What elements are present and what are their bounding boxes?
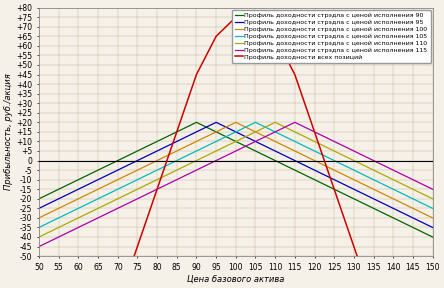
- Профиль доходности стрэдла с ценой исполнения 115: [36, 245, 42, 248]
- Line: Профиль доходности стрэдла с ценой исполнения 95: Профиль доходности стрэдла с ценой испол…: [39, 122, 432, 228]
- Line: Профиль доходности стрэдла с ценой исполнения 105: Профиль доходности стрэдла с ценой испол…: [39, 122, 432, 228]
- Профиль доходности стрэдла с ценой исполнения 115: [292, 121, 297, 124]
- Профиль доходности всех позиций: [251, 16, 256, 19]
- Профиль доходности всех позиций: [233, 16, 238, 19]
- Профиль доходности стрэдла с ценой исполнения 115: [180, 175, 185, 179]
- Профиль доходности стрэдла с ценой исполнения 100: [180, 146, 185, 150]
- Профиль доходности стрэдла с ценой исполнения 100: [251, 129, 256, 133]
- Профиль доходности стрэдла с ценой исполнения 90: [398, 220, 404, 223]
- Профиль доходности стрэдла с ценой исполнения 115: [398, 172, 404, 176]
- Профиль доходности стрэдла с ценой исполнения 115: [72, 228, 77, 231]
- Профиль доходности стрэдла с ценой исполнения 115: [249, 142, 254, 145]
- Профиль доходности стрэдла с ценой исполнения 95: [72, 190, 77, 193]
- Профиль доходности стрэдла с ценой исполнения 110: [38, 234, 44, 238]
- Профиль доходности стрэдла с ценой исполнения 100: [36, 216, 42, 220]
- Профиль доходности стрэдла с ценой исполнения 95: [202, 126, 207, 130]
- Профиль доходности стрэдла с ценой исполнения 100: [72, 199, 77, 202]
- Профиль доходности стрэдла с ценой исполнения 95: [214, 121, 219, 124]
- X-axis label: Цена базового актива: Цена базового актива: [187, 275, 285, 284]
- Профиль доходности стрэдла с ценой исполнения 95: [38, 206, 44, 209]
- Профиль доходности стрэдла с ценой исполнения 105: [249, 122, 254, 126]
- Профиль доходности стрэдла с ценой исполнения 110: [273, 121, 278, 124]
- Line: Профиль доходности стрэдла с ценой исполнения 110: Профиль доходности стрэдла с ценой испол…: [39, 122, 432, 237]
- Line: Профиль доходности стрэдла с ценой исполнения 115: Профиль доходности стрэдла с ценой испол…: [39, 122, 432, 247]
- Профиль доходности стрэдла с ценой исполнения 110: [180, 166, 185, 169]
- Профиль доходности стрэдла с ценой исполнения 90: [36, 197, 42, 200]
- Профиль доходности стрэдла с ценой исполнения 110: [249, 132, 254, 136]
- Профиль доходности стрэдла с ценой исполнения 110: [202, 155, 207, 158]
- Профиль доходности всех позиций: [202, 58, 207, 61]
- Профиль доходности стрэдла с ценой исполнения 95: [180, 137, 185, 140]
- Профиль доходности стрэдла с ценой исполнения 105: [202, 145, 207, 149]
- Line: Профиль доходности стрэдла с ценой исполнения 100: Профиль доходности стрэдла с ценой испол…: [39, 122, 432, 218]
- Профиль доходности стрэдла с ценой исполнения 95: [36, 206, 42, 210]
- Профиль доходности стрэдла с ценой исполнения 100: [202, 136, 207, 139]
- Профиль доходности стрэдла с ценой исполнения 110: [430, 197, 435, 200]
- Профиль доходности стрэдла с ценой исполнения 115: [430, 187, 435, 191]
- Профиль доходности стрэдла с ценой исполнения 100: [233, 121, 238, 124]
- Профиль доходности стрэдла с ценой исполнения 105: [38, 225, 44, 228]
- Профиль доходности стрэдла с ценой исполнения 95: [398, 211, 404, 214]
- Профиль доходности стрэдла с ценой исполнения 105: [180, 156, 185, 160]
- Профиль доходности стрэдла с ценой исполнения 115: [38, 244, 44, 247]
- Line: Профиль доходности всех позиций: Профиль доходности всех позиций: [39, 17, 432, 288]
- Y-axis label: Прибыльность, руб./акция: Прибыльность, руб./акция: [4, 73, 13, 190]
- Профиль доходности стрэдла с ценой исполнения 90: [430, 235, 435, 239]
- Профиль доходности стрэдла с ценой исполнения 110: [72, 218, 77, 221]
- Профиль доходности стрэдла с ценой исполнения 105: [36, 226, 42, 229]
- Профиль доходности стрэдла с ценой исполнения 100: [398, 201, 404, 204]
- Профиль доходности стрэдла с ценой исполнения 90: [38, 196, 44, 200]
- Профиль доходности стрэдла с ценой исполнения 90: [180, 127, 185, 131]
- Профиль доходности стрэдла с ценой исполнения 110: [398, 182, 404, 185]
- Профиль доходности стрэдла с ценой исполнения 105: [253, 121, 258, 124]
- Профиль доходности стрэдла с ценой исполнения 105: [430, 206, 435, 210]
- Профиль доходности стрэдла с ценой исполнения 90: [251, 148, 256, 152]
- Профиль доходности стрэдла с ценой исполнения 100: [430, 216, 435, 220]
- Legend: Профиль доходности стрэдла с ценой исполнения 90, Профиль доходности стрэдла с ц: Профиль доходности стрэдла с ценой испол…: [232, 10, 431, 63]
- Профиль доходности стрэдла с ценой исполнения 90: [204, 125, 209, 129]
- Профиль доходности стрэдла с ценой исполнения 95: [251, 139, 256, 142]
- Профиль доходности всех позиций: [180, 113, 185, 116]
- Профиль доходности стрэдла с ценой исполнения 105: [72, 209, 77, 212]
- Профиль доходности стрэдла с ценой исполнения 115: [202, 164, 207, 168]
- Профиль доходности стрэдла с ценой исполнения 110: [36, 235, 42, 239]
- Профиль доходности стрэдла с ценой исполнения 100: [38, 215, 44, 219]
- Профиль доходности стрэдла с ценой исполнения 90: [194, 121, 199, 124]
- Профиль доходности стрэдла с ценой исполнения 90: [72, 180, 77, 183]
- Line: Профиль доходности стрэдла с ценой исполнения 90: Профиль доходности стрэдла с ценой испол…: [39, 122, 432, 237]
- Профиль доходности стрэдла с ценой исполнения 105: [398, 191, 404, 195]
- Профиль доходности стрэдла с ценой исполнения 95: [430, 226, 435, 229]
